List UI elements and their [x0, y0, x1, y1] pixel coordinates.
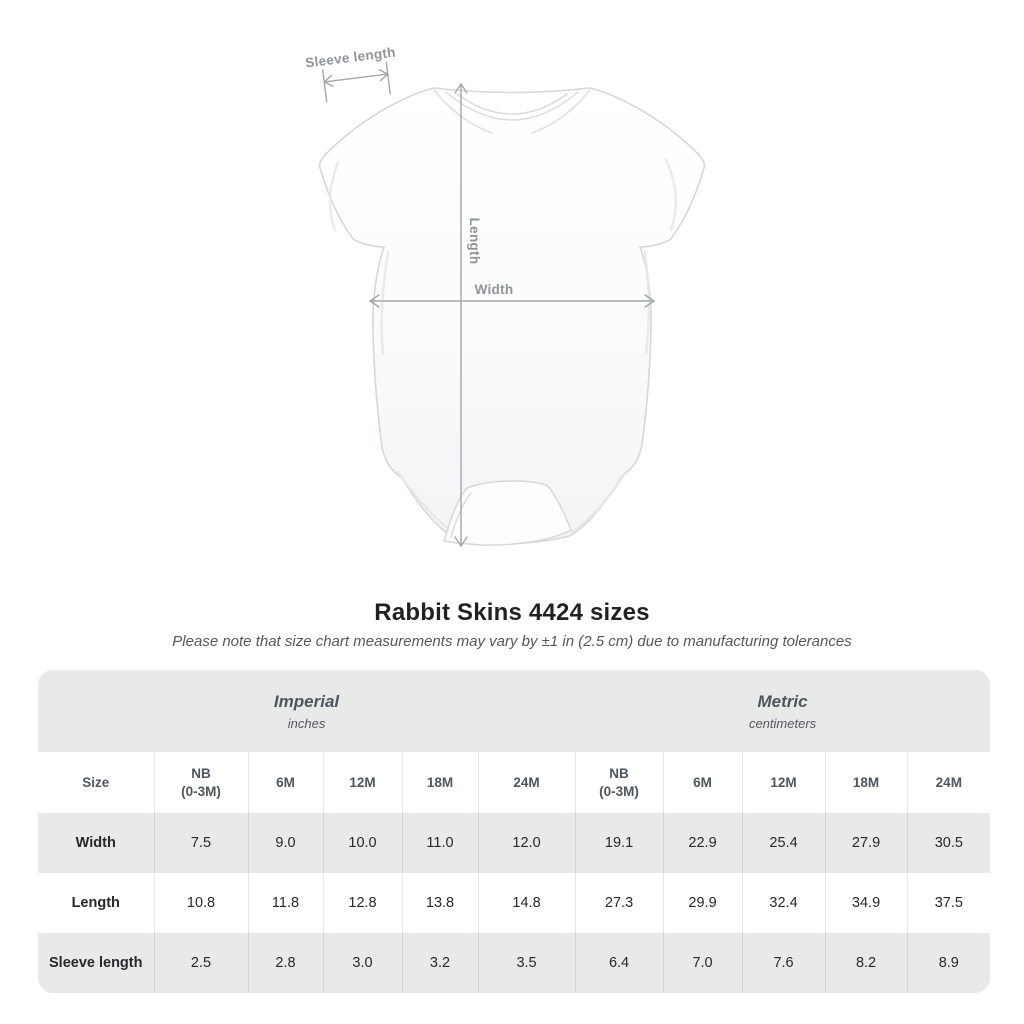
value-cell: 13.8 [401, 873, 478, 933]
col-header-imperial-24m: 24M [477, 752, 576, 813]
value-cell: 30.5 [906, 813, 990, 873]
value-cell: 37.5 [906, 873, 990, 933]
onesie-body [318, 87, 706, 546]
length-arrow [454, 83, 468, 547]
sleeve-length-row: Sleeve length 2.5 2.8 3.0 3.2 3.5 6.4 7.… [38, 933, 990, 993]
col-header-metric-18m: 18M [824, 752, 908, 813]
width-row: Width 7.5 9.0 10.0 11.0 12.0 19.1 22.9 2… [38, 813, 990, 873]
width-label: Width [475, 282, 514, 297]
imperial-label: Imperial [273, 691, 340, 711]
col-header-metric-nb: NB (0-3M) [574, 752, 664, 813]
value-cell: 22.9 [662, 813, 743, 873]
page-title: Rabbit Skins 4424 sizes [374, 599, 650, 626]
col-header-imperial-6m: 6M [247, 752, 323, 813]
col-header-metric-6m: 6M [662, 752, 743, 813]
value-cell: 7.5 [153, 813, 248, 873]
row-label-width: Width [38, 813, 154, 873]
value-cell: 6.4 [574, 933, 664, 993]
value-cell: 25.4 [741, 813, 826, 873]
onesie-illustration: Sleeve length Length Width [304, 45, 706, 547]
value-cell: 29.9 [662, 873, 743, 933]
unit-group-metric: Metric centimeters [575, 670, 990, 752]
unit-group-row: Imperial inches Metric centimeters [38, 670, 990, 752]
corner-header: Size [38, 752, 154, 813]
width-arrow [369, 294, 655, 308]
value-cell: 27.3 [574, 873, 664, 933]
size-chart-table: Imperial inches Metric centimeters Size … [38, 670, 990, 993]
value-cell: 2.5 [153, 933, 248, 993]
length-label: Length [467, 218, 482, 265]
value-cell: 27.9 [824, 813, 908, 873]
value-cell: 14.8 [477, 873, 576, 933]
value-cell: 32.4 [741, 873, 826, 933]
value-cell: 12.8 [322, 873, 402, 933]
value-cell: 12.0 [477, 813, 576, 873]
col-header-imperial-12m: 12M [322, 752, 402, 813]
value-cell: 7.0 [662, 933, 743, 993]
value-cell: 11.8 [247, 873, 323, 933]
value-cell: 7.6 [741, 933, 826, 993]
tolerance-note: Please note that size chart measurements… [172, 633, 852, 650]
fabric-shading [328, 158, 678, 534]
value-cell: 3.2 [401, 933, 478, 993]
row-label-length: Length [38, 873, 154, 933]
value-cell: 34.9 [824, 873, 908, 933]
value-cell: 11.0 [401, 813, 478, 873]
imperial-sublabel: inches [287, 715, 326, 731]
col-header-metric-12m: 12M [741, 752, 826, 813]
col-header-imperial-nb: NB (0-3M) [153, 752, 248, 813]
row-label-sleeve-length: Sleeve length [38, 933, 154, 993]
value-cell: 2.8 [247, 933, 323, 993]
value-cell: 8.2 [824, 933, 908, 993]
value-cell: 3.5 [477, 933, 576, 993]
value-cell: 3.0 [322, 933, 402, 993]
value-cell: 8.9 [906, 933, 990, 993]
value-cell: 10.0 [322, 813, 402, 873]
value-cell: 10.8 [153, 873, 248, 933]
length-row: Length 10.8 11.8 12.8 13.8 14.8 27.3 29.… [38, 873, 990, 933]
unit-group-imperial: Imperial inches [38, 670, 576, 752]
metric-label: Metric [757, 691, 808, 711]
sleeve-length-arrow [322, 61, 391, 103]
metric-sublabel: centimeters [748, 715, 817, 731]
size-header-row: Size NB (0-3M) 6M 12M 18M 24M NB (0-3M) … [38, 752, 990, 813]
col-header-imperial-18m: 18M [401, 752, 478, 813]
value-cell: 19.1 [574, 813, 664, 873]
value-cell: 9.0 [247, 813, 323, 873]
crotch-flap [443, 480, 572, 546]
sleeve-length-label: Sleeve length [304, 45, 396, 71]
col-header-metric-24m: 24M [906, 752, 990, 813]
